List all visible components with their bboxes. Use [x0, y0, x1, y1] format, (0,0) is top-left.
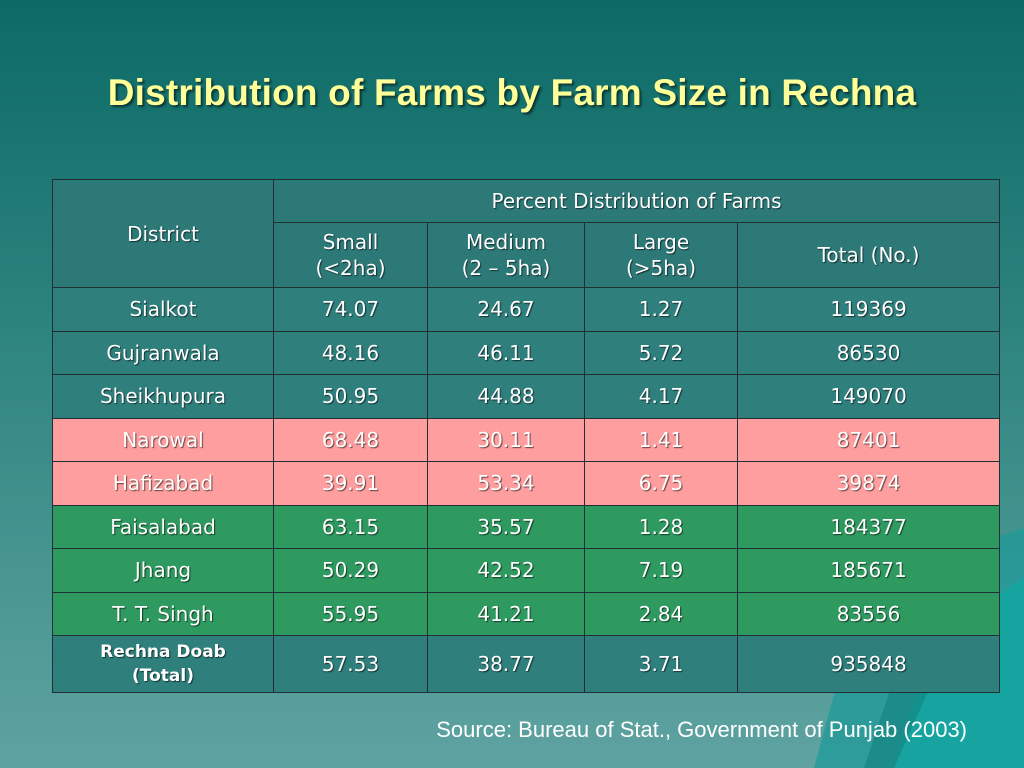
- header-large-line1: Large: [632, 230, 690, 254]
- table-row: Sheikhupura 50.95 44.88 4.17 149070: [52, 374, 1001, 419]
- cell-district: Hafizabad: [52, 461, 274, 506]
- cell-total: 39874: [736, 461, 1001, 506]
- table-row: Faisalabad 63.15 35.57 1.28 184377: [52, 504, 1001, 549]
- cell-small: 68.48: [273, 417, 428, 462]
- cell-district: Narowal: [52, 417, 274, 462]
- cell-total: 935848: [736, 635, 1001, 693]
- table-row: Hafizabad 39.91 53.34 6.75 39874: [52, 461, 1001, 506]
- header-district: District: [52, 179, 274, 288]
- cell-medium: 38.77: [427, 635, 585, 693]
- slide-title: Distribution of Farms by Farm Size in Re…: [107, 72, 917, 113]
- header-medium: Medium (2 – 5ha): [427, 222, 585, 288]
- cell-district: Sheikhupura: [52, 374, 274, 419]
- cell-large: 6.75: [584, 461, 738, 506]
- cell-medium: 53.34: [427, 461, 585, 506]
- source-note: Source: Bureau of Stat., Government of P…: [436, 717, 967, 742]
- header-large-line2: (>5ha): [625, 256, 697, 280]
- total-label-line2: (Total): [132, 666, 194, 686]
- cell-small: 50.95: [273, 374, 428, 419]
- total-label-line1: Rechna Doab: [100, 642, 226, 662]
- cell-small: 74.07: [273, 287, 428, 332]
- cell-total: 87401: [736, 417, 1001, 462]
- header-small-line2: (<2ha): [315, 256, 386, 280]
- cell-total: 86530: [736, 330, 1001, 375]
- cell-total: 83556: [736, 591, 1001, 636]
- cell-district-total: Rechna Doab (Total): [52, 635, 274, 693]
- table-row: Gujranwala 48.16 46.11 5.72 86530: [52, 330, 1001, 375]
- cell-total: 184377: [736, 504, 1001, 549]
- header-percent-distribution: Percent Distribution of Farms: [272, 179, 1001, 223]
- cell-medium: 24.67: [427, 287, 585, 332]
- cell-medium: 42.52: [427, 548, 585, 593]
- cell-total: 149070: [736, 374, 1001, 419]
- cell-small: 48.16: [273, 330, 428, 375]
- table-row: Narowal 68.48 30.11 1.41 87401: [52, 417, 1001, 462]
- cell-large: 3.71: [584, 635, 738, 693]
- table-row: Jhang 50.29 42.52 7.19 185671: [52, 548, 1001, 593]
- cell-medium: 30.11: [427, 417, 585, 462]
- cell-large: 7.19: [584, 548, 738, 593]
- cell-total: 119369: [736, 287, 1001, 332]
- cell-district: Gujranwala: [52, 330, 274, 375]
- header-medium-line2: (2 – 5ha): [461, 256, 551, 280]
- cell-small: 50.29: [273, 548, 428, 593]
- table-row: T. T. Singh 55.95 41.21 2.84 83556: [52, 591, 1001, 636]
- cell-district: T. T. Singh: [52, 591, 274, 636]
- cell-large: 5.72: [584, 330, 738, 375]
- table-row: Sialkot 74.07 24.67 1.27 119369: [52, 287, 1001, 332]
- header-total: Total (No.): [736, 222, 1001, 288]
- cell-small: 39.91: [273, 461, 428, 506]
- table-total-row: Rechna Doab (Total) 57.53 38.77 3.71 935…: [52, 635, 1001, 693]
- header-large: Large (>5ha): [584, 222, 738, 288]
- header-medium-line1: Medium: [466, 230, 546, 254]
- header-small-line1: Small: [322, 230, 379, 254]
- cell-large: 2.84: [584, 591, 738, 636]
- cell-large: 1.41: [584, 417, 738, 462]
- cell-small: 55.95: [273, 591, 428, 636]
- cell-large: 1.27: [584, 287, 738, 332]
- cell-medium: 46.11: [427, 330, 585, 375]
- cell-small: 63.15: [273, 504, 428, 549]
- cell-medium: 35.57: [427, 504, 585, 549]
- farm-distribution-table: District Percent Distribution of Farms S…: [52, 179, 1001, 693]
- cell-small: 57.53: [273, 635, 428, 693]
- cell-large: 1.28: [584, 504, 738, 549]
- cell-district: Jhang: [52, 548, 274, 593]
- cell-district: Sialkot: [52, 287, 274, 332]
- header-total-line1: Total (No.): [817, 243, 920, 267]
- cell-large: 4.17: [584, 374, 738, 419]
- cell-district: Faisalabad: [52, 504, 274, 549]
- cell-medium: 44.88: [427, 374, 585, 419]
- cell-medium: 41.21: [427, 591, 585, 636]
- cell-total: 185671: [736, 548, 1001, 593]
- header-small: Small (<2ha): [273, 222, 428, 288]
